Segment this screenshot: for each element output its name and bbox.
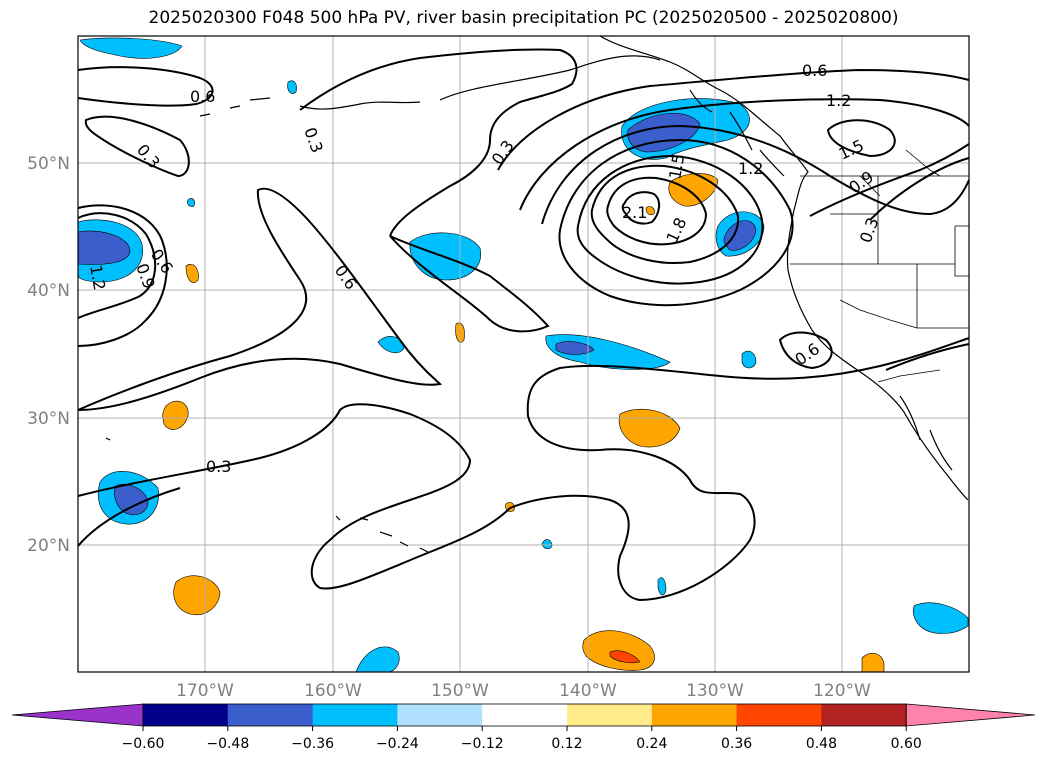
lat-label: 50°N (27, 154, 70, 174)
contour-label: 2.1 (622, 203, 647, 222)
colorbar-extend-low (11, 703, 144, 727)
pv-contours (77, 48, 970, 602)
contour-label: 1.5 (665, 152, 688, 180)
precipitation-shading (77, 37, 969, 673)
contour-label: 0.3 (206, 457, 231, 476)
contour-label: 1.2 (826, 91, 851, 110)
colorbar-extend-high (905, 703, 1036, 727)
map-plot-area (78, 36, 969, 672)
colorbar-tick-label: −0.60 (122, 736, 165, 752)
lon-label: 170°W (176, 681, 234, 701)
lat-label: 40°N (27, 281, 70, 301)
lon-label: 140°W (559, 681, 617, 701)
colorbar-tick-label: 0.12 (551, 736, 582, 752)
colorbar-tick-label: −0.36 (291, 736, 334, 752)
contour-label: 0.6 (190, 87, 215, 106)
colorbar (11, 703, 1036, 727)
gridlines (78, 36, 969, 672)
colorbar-tick-label: 0.48 (806, 736, 837, 752)
map-title: 2025020300 F048 500 hPa PV, river basin … (148, 8, 899, 28)
latitude-labels: 50°N 40°N 30°N 20°N (27, 154, 70, 556)
colorbar-segment (227, 704, 314, 726)
colorbar-tick-label: 0.60 (891, 736, 922, 752)
colorbar-tick-label: −0.48 (206, 736, 249, 752)
contour-label: 1.2 (738, 159, 763, 178)
colorbar-segment (312, 704, 398, 726)
colorbar-segment (567, 704, 653, 726)
colorbar-tick-label: −0.12 (461, 736, 504, 752)
lat-label: 30°N (27, 409, 70, 429)
precipitation-positive-shading (162, 173, 885, 673)
contour-label: 0.6 (802, 61, 827, 80)
colorbar-tick-label: 0.24 (636, 736, 667, 752)
lon-label: 130°W (686, 681, 744, 701)
lon-label: 150°W (431, 681, 489, 701)
lat-label: 20°N (27, 536, 70, 556)
contour-label: 1.2 (86, 263, 109, 291)
colorbar-outline (142, 703, 907, 727)
map-frame (77, 35, 970, 673)
longitude-labels: 170°W 160°W 150°W 140°W 130°W 120°W (176, 681, 871, 701)
colorbar-segment (651, 704, 738, 726)
colorbar-tick-label: 0.36 (721, 736, 752, 752)
colorbar-segment (482, 704, 568, 726)
colorbar-segment (821, 704, 907, 726)
colorbar-segment (397, 704, 483, 726)
colorbar-tick-label: −0.24 (376, 736, 419, 752)
colorbar-ticks: −0.60 −0.48 −0.36 −0.24 −0.12 0.12 0.24 0.36 0.4… (122, 726, 922, 752)
colorbar-segment (736, 704, 822, 726)
lon-label: 120°W (813, 681, 871, 701)
colorbar-segment (143, 704, 229, 726)
lon-label: 160°W (304, 681, 362, 701)
